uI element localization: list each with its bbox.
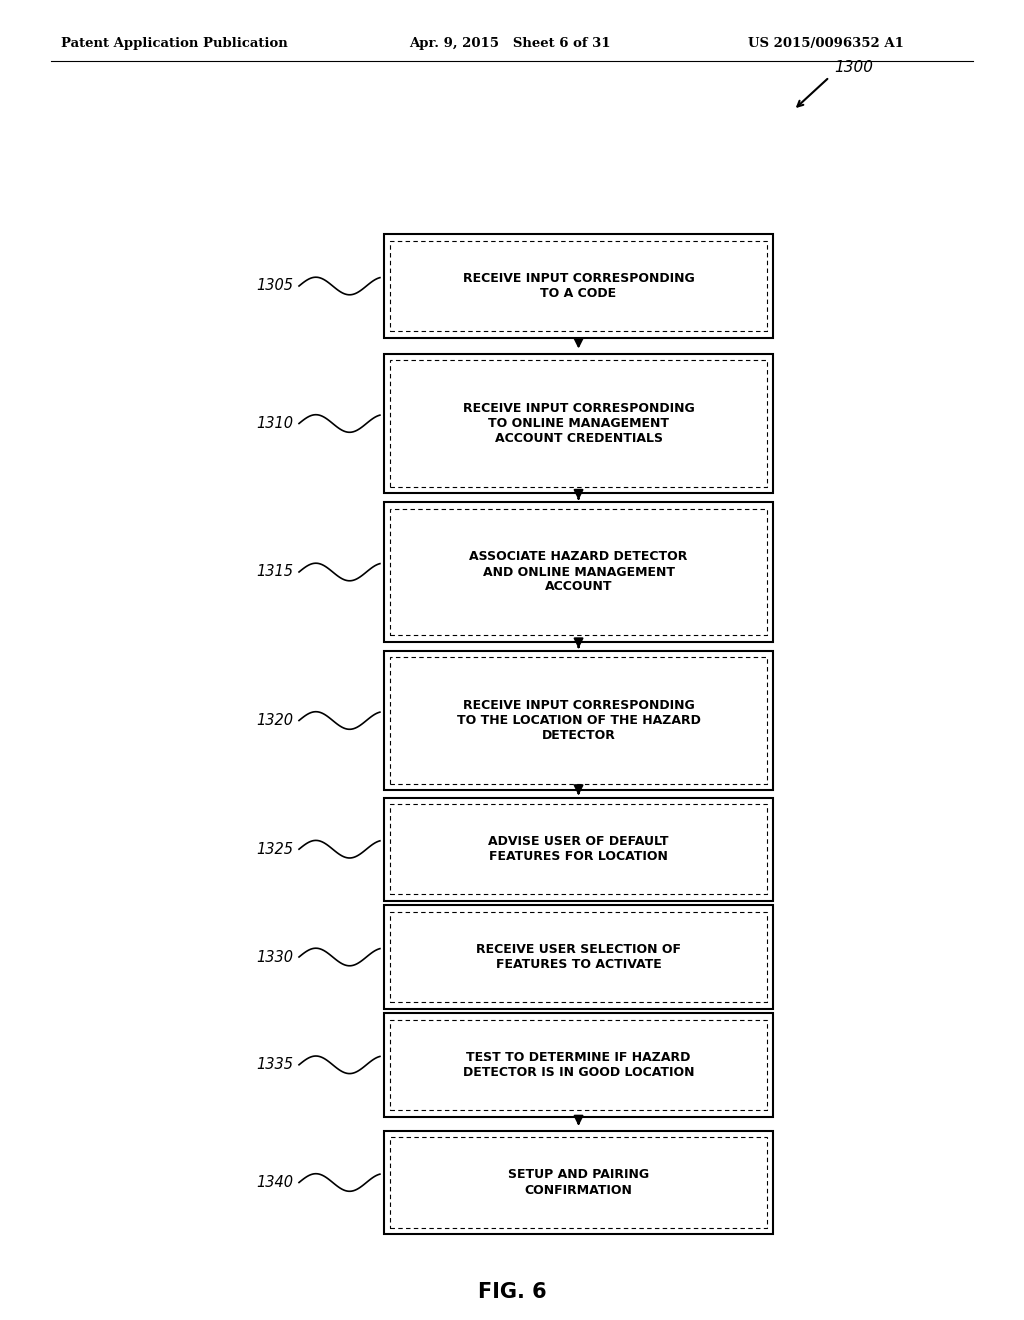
Text: 1305: 1305: [256, 279, 293, 293]
Text: Apr. 9, 2015   Sheet 6 of 31: Apr. 9, 2015 Sheet 6 of 31: [410, 37, 611, 50]
Bar: [390, 1138, 767, 1228]
Bar: [384, 235, 773, 338]
Text: 1330: 1330: [256, 949, 293, 965]
Text: RECEIVE INPUT CORRESPONDING
TO ONLINE MANAGEMENT
ACCOUNT CREDENTIALS: RECEIVE INPUT CORRESPONDING TO ONLINE MA…: [463, 403, 694, 445]
Bar: [384, 1014, 773, 1117]
Text: 1340: 1340: [256, 1175, 293, 1191]
Bar: [384, 502, 773, 642]
Text: 1300: 1300: [835, 59, 873, 75]
Bar: [390, 242, 767, 331]
Text: US 2015/0096352 A1: US 2015/0096352 A1: [748, 37, 903, 50]
Bar: [384, 797, 773, 900]
Text: ASSOCIATE HAZARD DETECTOR
AND ONLINE MANAGEMENT
ACCOUNT: ASSOCIATE HAZARD DETECTOR AND ONLINE MAN…: [469, 550, 688, 594]
Bar: [390, 508, 767, 635]
Text: RECEIVE INPUT CORRESPONDING
TO A CODE: RECEIVE INPUT CORRESPONDING TO A CODE: [463, 272, 694, 300]
Bar: [390, 360, 767, 487]
Text: TEST TO DETERMINE IF HAZARD
DETECTOR IS IN GOOD LOCATION: TEST TO DETERMINE IF HAZARD DETECTOR IS …: [463, 1051, 694, 1078]
Text: Patent Application Publication: Patent Application Publication: [61, 37, 288, 50]
Text: RECEIVE USER SELECTION OF
FEATURES TO ACTIVATE: RECEIVE USER SELECTION OF FEATURES TO AC…: [476, 942, 681, 972]
Bar: [384, 906, 773, 1008]
Bar: [390, 657, 767, 784]
Bar: [384, 354, 773, 494]
Text: 1320: 1320: [256, 713, 293, 729]
Bar: [384, 651, 773, 791]
Bar: [390, 912, 767, 1002]
Bar: [384, 1131, 773, 1234]
Bar: [390, 1019, 767, 1110]
Text: RECEIVE INPUT CORRESPONDING
TO THE LOCATION OF THE HAZARD
DETECTOR: RECEIVE INPUT CORRESPONDING TO THE LOCAT…: [457, 700, 700, 742]
Text: FIG. 6: FIG. 6: [477, 1283, 547, 1303]
Bar: [390, 804, 767, 895]
Text: 1315: 1315: [256, 565, 293, 579]
Text: ADVISE USER OF DEFAULT
FEATURES FOR LOCATION: ADVISE USER OF DEFAULT FEATURES FOR LOCA…: [488, 836, 669, 863]
Text: 1325: 1325: [256, 842, 293, 857]
Text: 1310: 1310: [256, 416, 293, 432]
Text: SETUP AND PAIRING
CONFIRMATION: SETUP AND PAIRING CONFIRMATION: [508, 1168, 649, 1196]
Text: 1335: 1335: [256, 1057, 293, 1072]
